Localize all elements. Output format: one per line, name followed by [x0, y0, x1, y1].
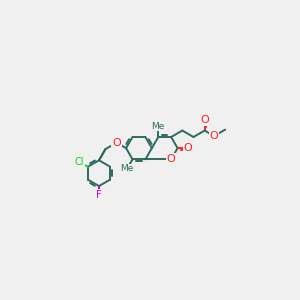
Text: O: O: [112, 138, 121, 148]
Text: Me: Me: [120, 164, 134, 173]
Text: O: O: [200, 115, 209, 125]
Text: O: O: [184, 143, 192, 153]
Text: Me: Me: [152, 122, 165, 130]
Text: O: O: [210, 131, 218, 141]
Text: Cl: Cl: [75, 157, 84, 167]
Text: O: O: [167, 154, 176, 164]
Text: F: F: [96, 190, 102, 200]
